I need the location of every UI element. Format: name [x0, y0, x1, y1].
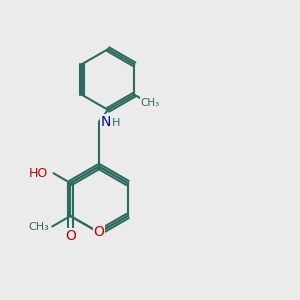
Text: O: O [65, 229, 76, 242]
Text: HO: HO [29, 167, 48, 180]
Text: CH₃: CH₃ [28, 221, 49, 232]
Text: N: N [100, 115, 111, 128]
Text: O: O [94, 226, 104, 239]
Text: CH₃: CH₃ [140, 98, 159, 108]
Text: H: H [112, 118, 120, 128]
